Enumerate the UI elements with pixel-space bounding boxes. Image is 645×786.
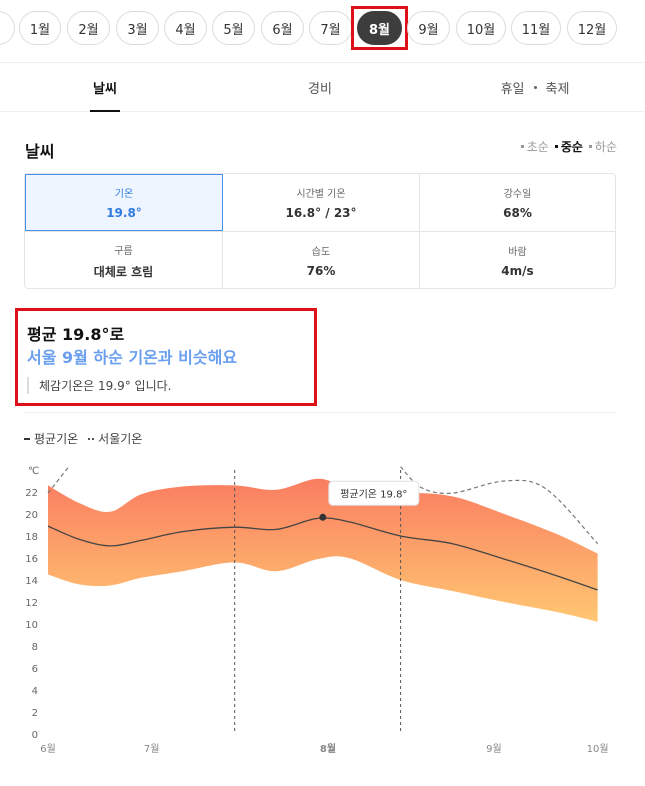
month-chip-1[interactable]: 1월	[19, 11, 61, 45]
x-tick-label: 8월	[320, 743, 336, 755]
month-selector: 7월 1월 2월 3월 4월 5월 6월 7월 8월 9월 10월 11월 12…	[0, 0, 645, 62]
x-tick-label: 9월	[486, 743, 502, 755]
y-tick-label: 14	[25, 576, 38, 587]
month-chip-4[interactable]: 4월	[164, 11, 207, 45]
month-chip-7[interactable]: 7월	[309, 11, 352, 45]
y-tick-label: 4	[32, 686, 38, 697]
dashed-line-icon	[88, 437, 95, 440]
tooltip-label: 평균기온 19.8°	[340, 488, 407, 500]
average-temperature-line	[47, 517, 598, 591]
bullet-icon	[520, 145, 524, 148]
tab-weather[interactable]: 날씨	[93, 82, 117, 97]
legend-average: 평균기온	[24, 430, 78, 447]
stat-cloud[interactable]: 구름 대체로 흐림	[93, 245, 154, 279]
y-tick-label: 8	[32, 642, 38, 653]
legend-seoul: 서울기온	[88, 430, 142, 447]
period-late[interactable]: 하순	[588, 138, 617, 155]
y-tick-label: 6	[32, 664, 38, 675]
separator-dot	[533, 86, 537, 89]
month-chip-2[interactable]: 2월	[67, 11, 110, 45]
period-mid[interactable]: 중순	[554, 138, 583, 155]
y-tick-label: 0	[32, 730, 38, 741]
y-tick-label: 22	[25, 488, 38, 499]
month-chip-prev-partial[interactable]: 7월	[0, 11, 15, 45]
divider	[24, 412, 616, 413]
y-tick-label: 18	[25, 532, 38, 543]
seoul-temperature-line	[47, 466, 70, 494]
period-selector: 초순 중순 하순	[520, 138, 617, 155]
summary-average: 평균 19.8°로	[27, 325, 125, 344]
temperature-summary: 평균 19.8°로 서울 9월 하순 기온과 비슷해요 체감기온은 19.9° …	[15, 308, 317, 406]
x-tick-label: 10월	[587, 743, 609, 755]
y-axis-unit: ℃	[28, 466, 39, 477]
temperature-range-band	[48, 478, 598, 622]
stat-rain-days[interactable]: 강수일 68%	[503, 189, 532, 220]
section-title: 날씨	[25, 142, 55, 161]
tab-holiday-festival[interactable]: 휴일 축제	[500, 82, 570, 97]
month-chip-3[interactable]: 3월	[116, 11, 159, 45]
y-tick-label: 2	[32, 708, 38, 719]
stat-temperature[interactable]: 기온 19.8°	[25, 174, 223, 231]
month-chip-9[interactable]: 9월	[407, 11, 450, 45]
y-tick-label: 10	[25, 620, 38, 631]
active-tab-indicator	[90, 110, 120, 112]
tab-cost[interactable]: 경비	[308, 82, 332, 97]
y-axis: ℃ 0 2 4 6 8 10 12 14 16 18 20 22	[25, 466, 39, 741]
month-chip-8[interactable]: 8월	[357, 11, 402, 45]
tooltip-point	[319, 513, 327, 521]
summary-feels-like: 체감기온은 19.9° 입니다.	[27, 377, 171, 394]
month-chip-5[interactable]: 5월	[212, 11, 255, 45]
month-chip-12[interactable]: 12월	[567, 11, 617, 45]
bullet-icon	[554, 145, 558, 148]
summary-comparison: 서울 9월 하순 기온과 비슷해요	[27, 348, 238, 367]
tooltip-box	[328, 480, 420, 506]
temperature-chart: ℃ 0 2 4 6 8 10 12 14 16 18 20 22 6월 7월 8월 9월 10월 평균기온 19…	[25, 466, 608, 755]
y-tick-label: 12	[25, 598, 38, 609]
y-tick-label: 20	[25, 510, 38, 521]
stat-wind[interactable]: 바람 4m/s	[501, 247, 534, 278]
weather-stats-grid: 기온 19.8° 시간별 기온 16.8° / 23° 강수일 68% 구름 대…	[24, 173, 616, 289]
bullet-icon	[588, 145, 592, 148]
x-tick-label: 6월	[40, 743, 56, 755]
solid-line-icon	[24, 437, 30, 440]
plot-area: 평균기온 19.8°	[47, 466, 599, 734]
x-tick-label: 7월	[144, 743, 160, 755]
period-early[interactable]: 초순	[520, 138, 549, 155]
grid-divider	[25, 231, 615, 232]
x-axis: 6월 7월 8월 9월 10월	[40, 743, 608, 755]
month-selection-highlight	[351, 6, 408, 50]
stat-hourly-temperature[interactable]: 시간별 기온 16.8° / 23°	[285, 189, 357, 220]
stat-humidity[interactable]: 습도 76%	[306, 247, 336, 278]
month-chip-10[interactable]: 10월	[456, 11, 506, 45]
month-chip-6[interactable]: 6월	[261, 11, 304, 45]
month-chip-11[interactable]: 11월	[511, 11, 561, 45]
seoul-temperature-line	[400, 466, 599, 545]
info-tabs: 날씨 경비 휴일 축제	[0, 62, 645, 112]
y-tick-label: 16	[25, 554, 38, 565]
chart-legend: 평균기온 서울기온	[24, 430, 142, 447]
